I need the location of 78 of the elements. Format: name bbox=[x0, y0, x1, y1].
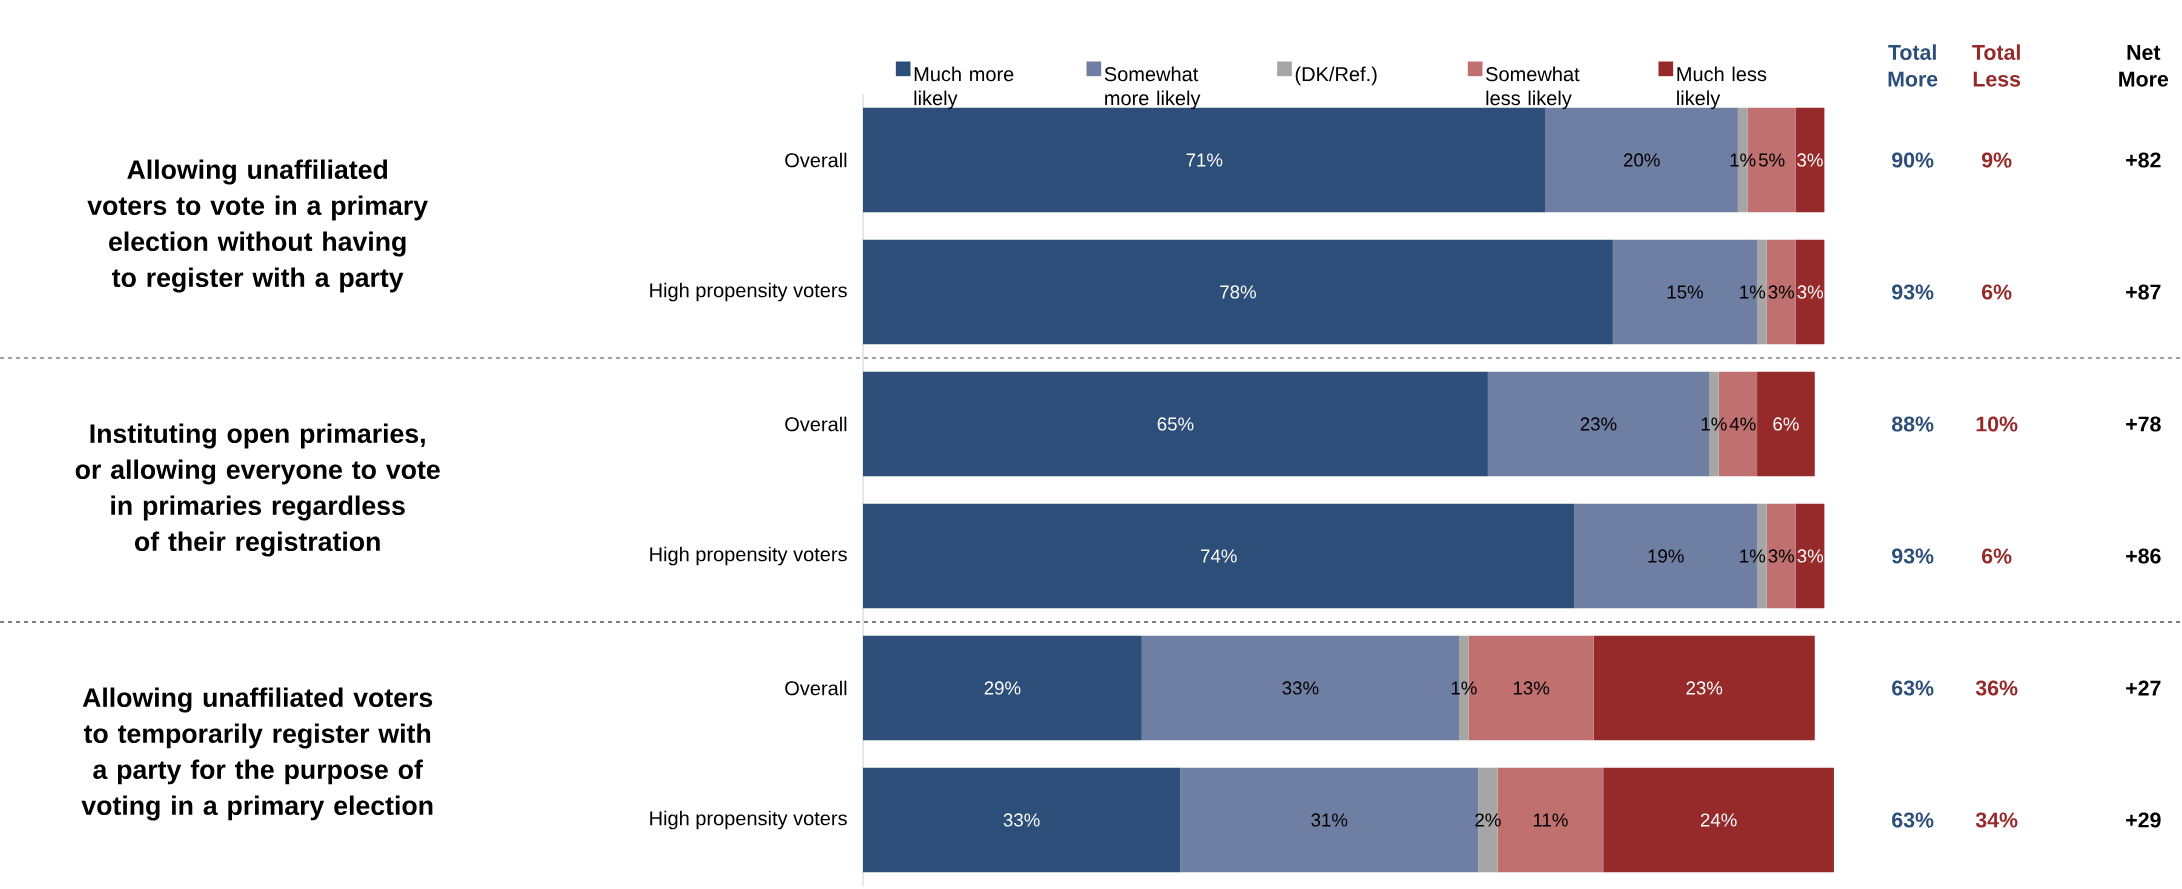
data-label: 15% bbox=[1667, 285, 1703, 299]
data-label: 23% bbox=[1686, 681, 1723, 695]
data-label: 13% bbox=[1513, 681, 1550, 695]
data-label: 1% bbox=[1740, 285, 1766, 299]
data-label: 2% bbox=[1475, 813, 1501, 827]
text: Instituting open primaries, or allowing everyone to vote in primaries regardless of their registration bbox=[75, 423, 440, 557]
data-label: 24% bbox=[1700, 813, 1737, 827]
bar bbox=[1603, 767, 1834, 873]
data-label: 1% bbox=[1740, 549, 1766, 563]
data-label: 4% bbox=[1729, 417, 1756, 431]
data-label: 65% bbox=[1157, 417, 1194, 431]
legend-label: Much less likely bbox=[1677, 66, 1767, 110]
data-label: 29% bbox=[984, 681, 1021, 695]
data-label: 3% bbox=[1768, 285, 1795, 299]
bar bbox=[1766, 503, 1796, 609]
y-tick-label: High propensity voters bbox=[650, 546, 847, 566]
data-label: 1% bbox=[1451, 681, 1477, 695]
data-label: 20% bbox=[1623, 153, 1660, 167]
data-label: 78% bbox=[1220, 285, 1256, 299]
bar bbox=[863, 635, 1142, 741]
text: 93% bbox=[1892, 284, 1934, 300]
data-label: 3% bbox=[1797, 285, 1824, 299]
legend-label: Somewhat more likely bbox=[1104, 66, 1201, 110]
text: +82 bbox=[2126, 152, 2161, 168]
y-tick-label: High propensity voters bbox=[650, 810, 847, 830]
data-label: 71% bbox=[1186, 153, 1223, 167]
text: 34% bbox=[1975, 812, 2018, 828]
data-label: 3% bbox=[1768, 549, 1795, 563]
text: Allowing unaffiliated voters to vote in a primary election without having to register with a party bbox=[87, 159, 428, 293]
text: 63% bbox=[1892, 680, 1934, 696]
bar bbox=[863, 239, 1613, 345]
y-tick-label: Overall bbox=[785, 152, 847, 168]
data-label: 23% bbox=[1580, 417, 1617, 431]
bar bbox=[1795, 239, 1825, 345]
data-label: 33% bbox=[1282, 681, 1319, 695]
text: 6% bbox=[1982, 284, 2012, 300]
text: 9% bbox=[1981, 152, 2012, 168]
bar bbox=[1757, 371, 1815, 477]
data-label: 1% bbox=[1730, 153, 1756, 167]
text: 93% bbox=[1892, 548, 1934, 564]
y-tick-label: High propensity voters bbox=[650, 282, 847, 302]
data-label: 74% bbox=[1201, 549, 1237, 563]
text: 88% bbox=[1891, 416, 1934, 432]
data-label: 11% bbox=[1533, 813, 1568, 827]
data-label: 6% bbox=[1773, 417, 1799, 431]
legend-label: Somewhat less likely bbox=[1486, 66, 1580, 110]
bar bbox=[863, 767, 1181, 873]
data-label: 5% bbox=[1758, 153, 1785, 167]
text: Total Less bbox=[1972, 44, 2021, 87]
text: 90% bbox=[1892, 152, 1934, 168]
bar bbox=[1795, 503, 1825, 609]
data-label: 3% bbox=[1797, 549, 1824, 563]
y-tick-label: Overall bbox=[785, 680, 847, 696]
data-label: 19% bbox=[1648, 549, 1684, 563]
bar bbox=[863, 503, 1575, 609]
text: Allowing unaffiliated voters to temporarily register with a party for the purpose of voting in a primary election bbox=[81, 687, 433, 821]
text: Net More bbox=[2119, 45, 2169, 87]
data-label: 3% bbox=[1797, 153, 1823, 167]
legend-label: Much more likely bbox=[914, 66, 1014, 110]
data-label: 1% bbox=[1701, 417, 1727, 431]
bar bbox=[1593, 635, 1815, 741]
text: 6% bbox=[1982, 548, 2012, 564]
legend-label: (DK/Ref.) bbox=[1295, 66, 1377, 86]
text: 63% bbox=[1892, 812, 1934, 828]
text: +86 bbox=[2126, 548, 2161, 564]
text: +29 bbox=[2126, 812, 2161, 828]
bar bbox=[863, 371, 1488, 477]
data-label: 33% bbox=[1003, 813, 1040, 827]
y-tick-label: Overall bbox=[785, 416, 847, 432]
text: +27 bbox=[2126, 680, 2161, 696]
text: Total More bbox=[1888, 44, 1938, 87]
text: 10% bbox=[1976, 416, 2018, 432]
bar bbox=[1766, 239, 1796, 345]
data-label: 31% bbox=[1311, 813, 1348, 827]
bar bbox=[1795, 107, 1825, 213]
text: +78 bbox=[2126, 416, 2161, 432]
text: +87 bbox=[2126, 284, 2161, 300]
text: 36% bbox=[1975, 680, 2018, 696]
